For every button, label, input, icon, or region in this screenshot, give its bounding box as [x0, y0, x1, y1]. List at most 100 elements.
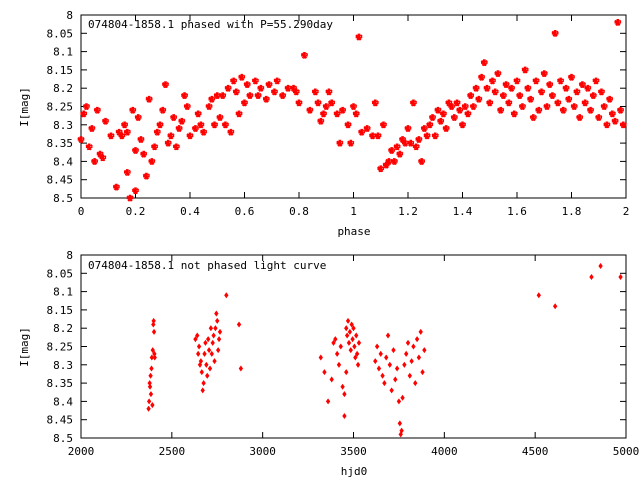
- phased-x-tick-label: 1: [350, 205, 357, 218]
- unphased-data-point: [331, 339, 336, 346]
- unphased-data-point: [402, 361, 407, 368]
- unphased-data-point: [325, 398, 331, 405]
- phased-data-point: [527, 95, 535, 103]
- phased-data-point: [319, 110, 328, 118]
- phased-data-point: [418, 158, 426, 166]
- phased-data-point: [164, 139, 172, 147]
- phased-data-point: [532, 77, 540, 85]
- phased-data-point: [608, 110, 616, 118]
- phased-data-point: [469, 103, 478, 111]
- phased-data-point: [472, 84, 480, 92]
- unphased-data-point: [238, 365, 244, 372]
- unphased-data-point: [344, 325, 349, 332]
- unphased-data-point: [224, 292, 229, 299]
- phased-data-point: [423, 132, 431, 140]
- phased-data-point: [148, 158, 156, 166]
- phased-data-point: [183, 103, 191, 111]
- phased-data-point: [592, 77, 600, 85]
- phased-chart-title: 074804-1858.1 phased with P=55.290day: [88, 18, 333, 31]
- unphased-data-point: [205, 336, 211, 343]
- phased-data-point: [439, 110, 448, 118]
- unphased-data-point: [199, 369, 204, 376]
- phased-data-point: [210, 121, 219, 129]
- unphased-data-point: [355, 361, 361, 368]
- phased-data-point: [562, 84, 570, 92]
- unphased-data-point: [378, 350, 383, 357]
- phased-data-point: [586, 106, 595, 114]
- phased-data-point: [153, 128, 161, 136]
- phased-data-point: [548, 92, 557, 100]
- phased-data-point: [219, 92, 227, 100]
- phased-data-point: [428, 114, 437, 122]
- phased-data-point: [311, 88, 319, 96]
- unphased-data-point: [215, 347, 221, 354]
- phased-data-point: [437, 117, 445, 125]
- phased-y-tick-label: 8.1: [53, 46, 73, 59]
- unphased-data-point: [394, 365, 400, 372]
- unphased-data-point: [336, 361, 342, 368]
- phased-data-point: [363, 125, 371, 133]
- phased-data-point: [140, 150, 148, 158]
- unphased-data-point: [149, 354, 155, 361]
- phased-data-point: [477, 73, 486, 81]
- phased-data-point: [551, 30, 559, 37]
- phased-data-point: [344, 121, 352, 129]
- phased-data-point: [235, 110, 243, 118]
- phased-x-tick-label: 1.6: [507, 205, 527, 218]
- unphased-y-tick-label: 8.5: [53, 432, 73, 445]
- phased-data-point: [306, 106, 314, 114]
- unphased-data-point: [414, 336, 420, 343]
- phased-data-point: [186, 132, 194, 140]
- phased-data-point: [131, 187, 140, 195]
- unphased-data-point: [352, 343, 357, 350]
- phased-data-point: [172, 143, 180, 151]
- unphased-data-point: [411, 343, 416, 350]
- unphased-y-tick-label: 8.4: [53, 395, 73, 408]
- phased-x-tick-label: 2: [623, 205, 630, 218]
- unphased-data-point: [353, 354, 358, 361]
- phased-data-point: [415, 136, 423, 144]
- phased-data-point: [355, 33, 363, 41]
- unphased-y-tick-label: 8.1: [53, 286, 73, 299]
- phased-data-point: [229, 77, 238, 85]
- phased-x-tick-label: 0: [78, 205, 85, 218]
- phased-x-tick-label: 0.2: [126, 205, 146, 218]
- unphased-data-point: [356, 339, 362, 346]
- phased-data-point: [434, 106, 442, 114]
- unphased-data-point: [351, 325, 356, 332]
- phased-data-point: [518, 103, 527, 111]
- phased-data-point: [426, 121, 434, 129]
- unphased-data-point: [354, 332, 359, 339]
- phased-data-point: [464, 110, 472, 118]
- phased-data-point: [393, 143, 401, 151]
- unphased-data-point: [391, 347, 396, 354]
- phased-data-point: [134, 114, 142, 122]
- phased-data-point: [524, 84, 532, 92]
- phased-data-point: [118, 132, 126, 140]
- unphased-data-point: [405, 339, 411, 346]
- phased-data-point: [295, 99, 303, 107]
- phased-y-tick-label: 8.45: [47, 174, 74, 187]
- unphased-axis-ticks: 2000 2500 3000 3500 4000 4500 5000 8 8.05 8.1 8.15…: [47, 249, 640, 458]
- unphased-data-point: [149, 365, 154, 372]
- unphased-y-tick-label: 8.2: [53, 322, 73, 335]
- unphased-data-point: [400, 394, 405, 401]
- phased-data-point: [99, 154, 107, 162]
- phased-data-point: [246, 92, 254, 100]
- unphased-data-point: [203, 339, 208, 346]
- phased-data-point: [379, 121, 388, 129]
- unphased-data-point: [198, 358, 204, 365]
- unphased-data-point: [342, 391, 347, 398]
- phased-x-tick-label: 1.8: [562, 205, 582, 218]
- phased-data-point: [475, 95, 483, 103]
- unphased-data-point: [344, 332, 350, 339]
- phased-data-point: [409, 99, 418, 107]
- unphased-data-point: [204, 361, 209, 368]
- unphased-data-point: [209, 350, 214, 357]
- phased-data-point: [358, 128, 366, 136]
- phased-data-point: [390, 158, 398, 166]
- phased-data-point: [349, 103, 358, 111]
- phased-data-point: [317, 117, 325, 125]
- phased-data-point: [88, 125, 96, 133]
